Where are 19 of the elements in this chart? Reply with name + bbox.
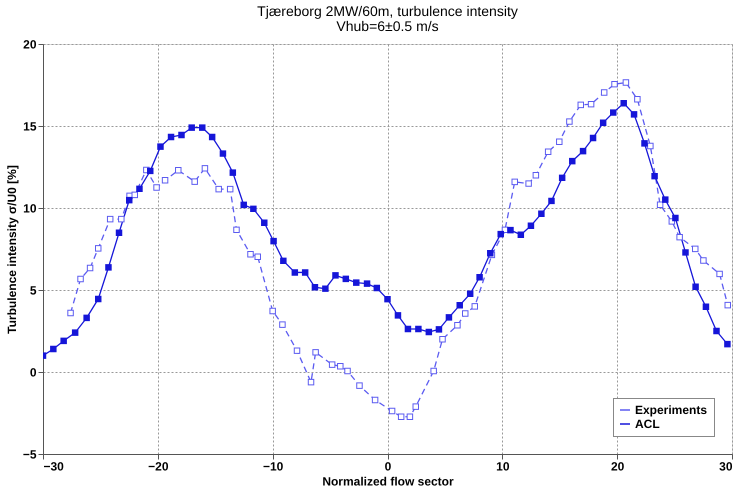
y-axis-title: Turbulence intensity σ/U0 [%] — [4, 165, 19, 334]
y-tick-label: 10 — [23, 202, 37, 216]
legend-label: Experiments — [635, 403, 708, 417]
x-tick-label: −20 — [148, 460, 169, 474]
x-tick-label: 10 — [496, 460, 510, 474]
x-tick-label: 20 — [610, 460, 625, 474]
x-tick-label: 0 — [384, 460, 392, 474]
x-tick-label: 30 — [719, 460, 733, 474]
x-tick-label: −10 — [262, 460, 284, 474]
x-axis-title: Normalized flow sector — [322, 474, 454, 488]
y-tick-label: −5 — [22, 448, 37, 462]
y-tick-label: 5 — [30, 284, 37, 298]
x-tick-label: −30 — [44, 460, 64, 474]
chart-title: Tjæreborg 2MW/60m, turbulence intensity — [257, 3, 518, 19]
y-tick-label: 15 — [23, 120, 37, 134]
y-tick-label: 0 — [30, 366, 37, 380]
legend-label: ACL — [635, 417, 660, 431]
chart-subtitle: Vhub=6±0.5 m/s — [336, 18, 439, 34]
y-tick-label: 20 — [23, 38, 37, 52]
